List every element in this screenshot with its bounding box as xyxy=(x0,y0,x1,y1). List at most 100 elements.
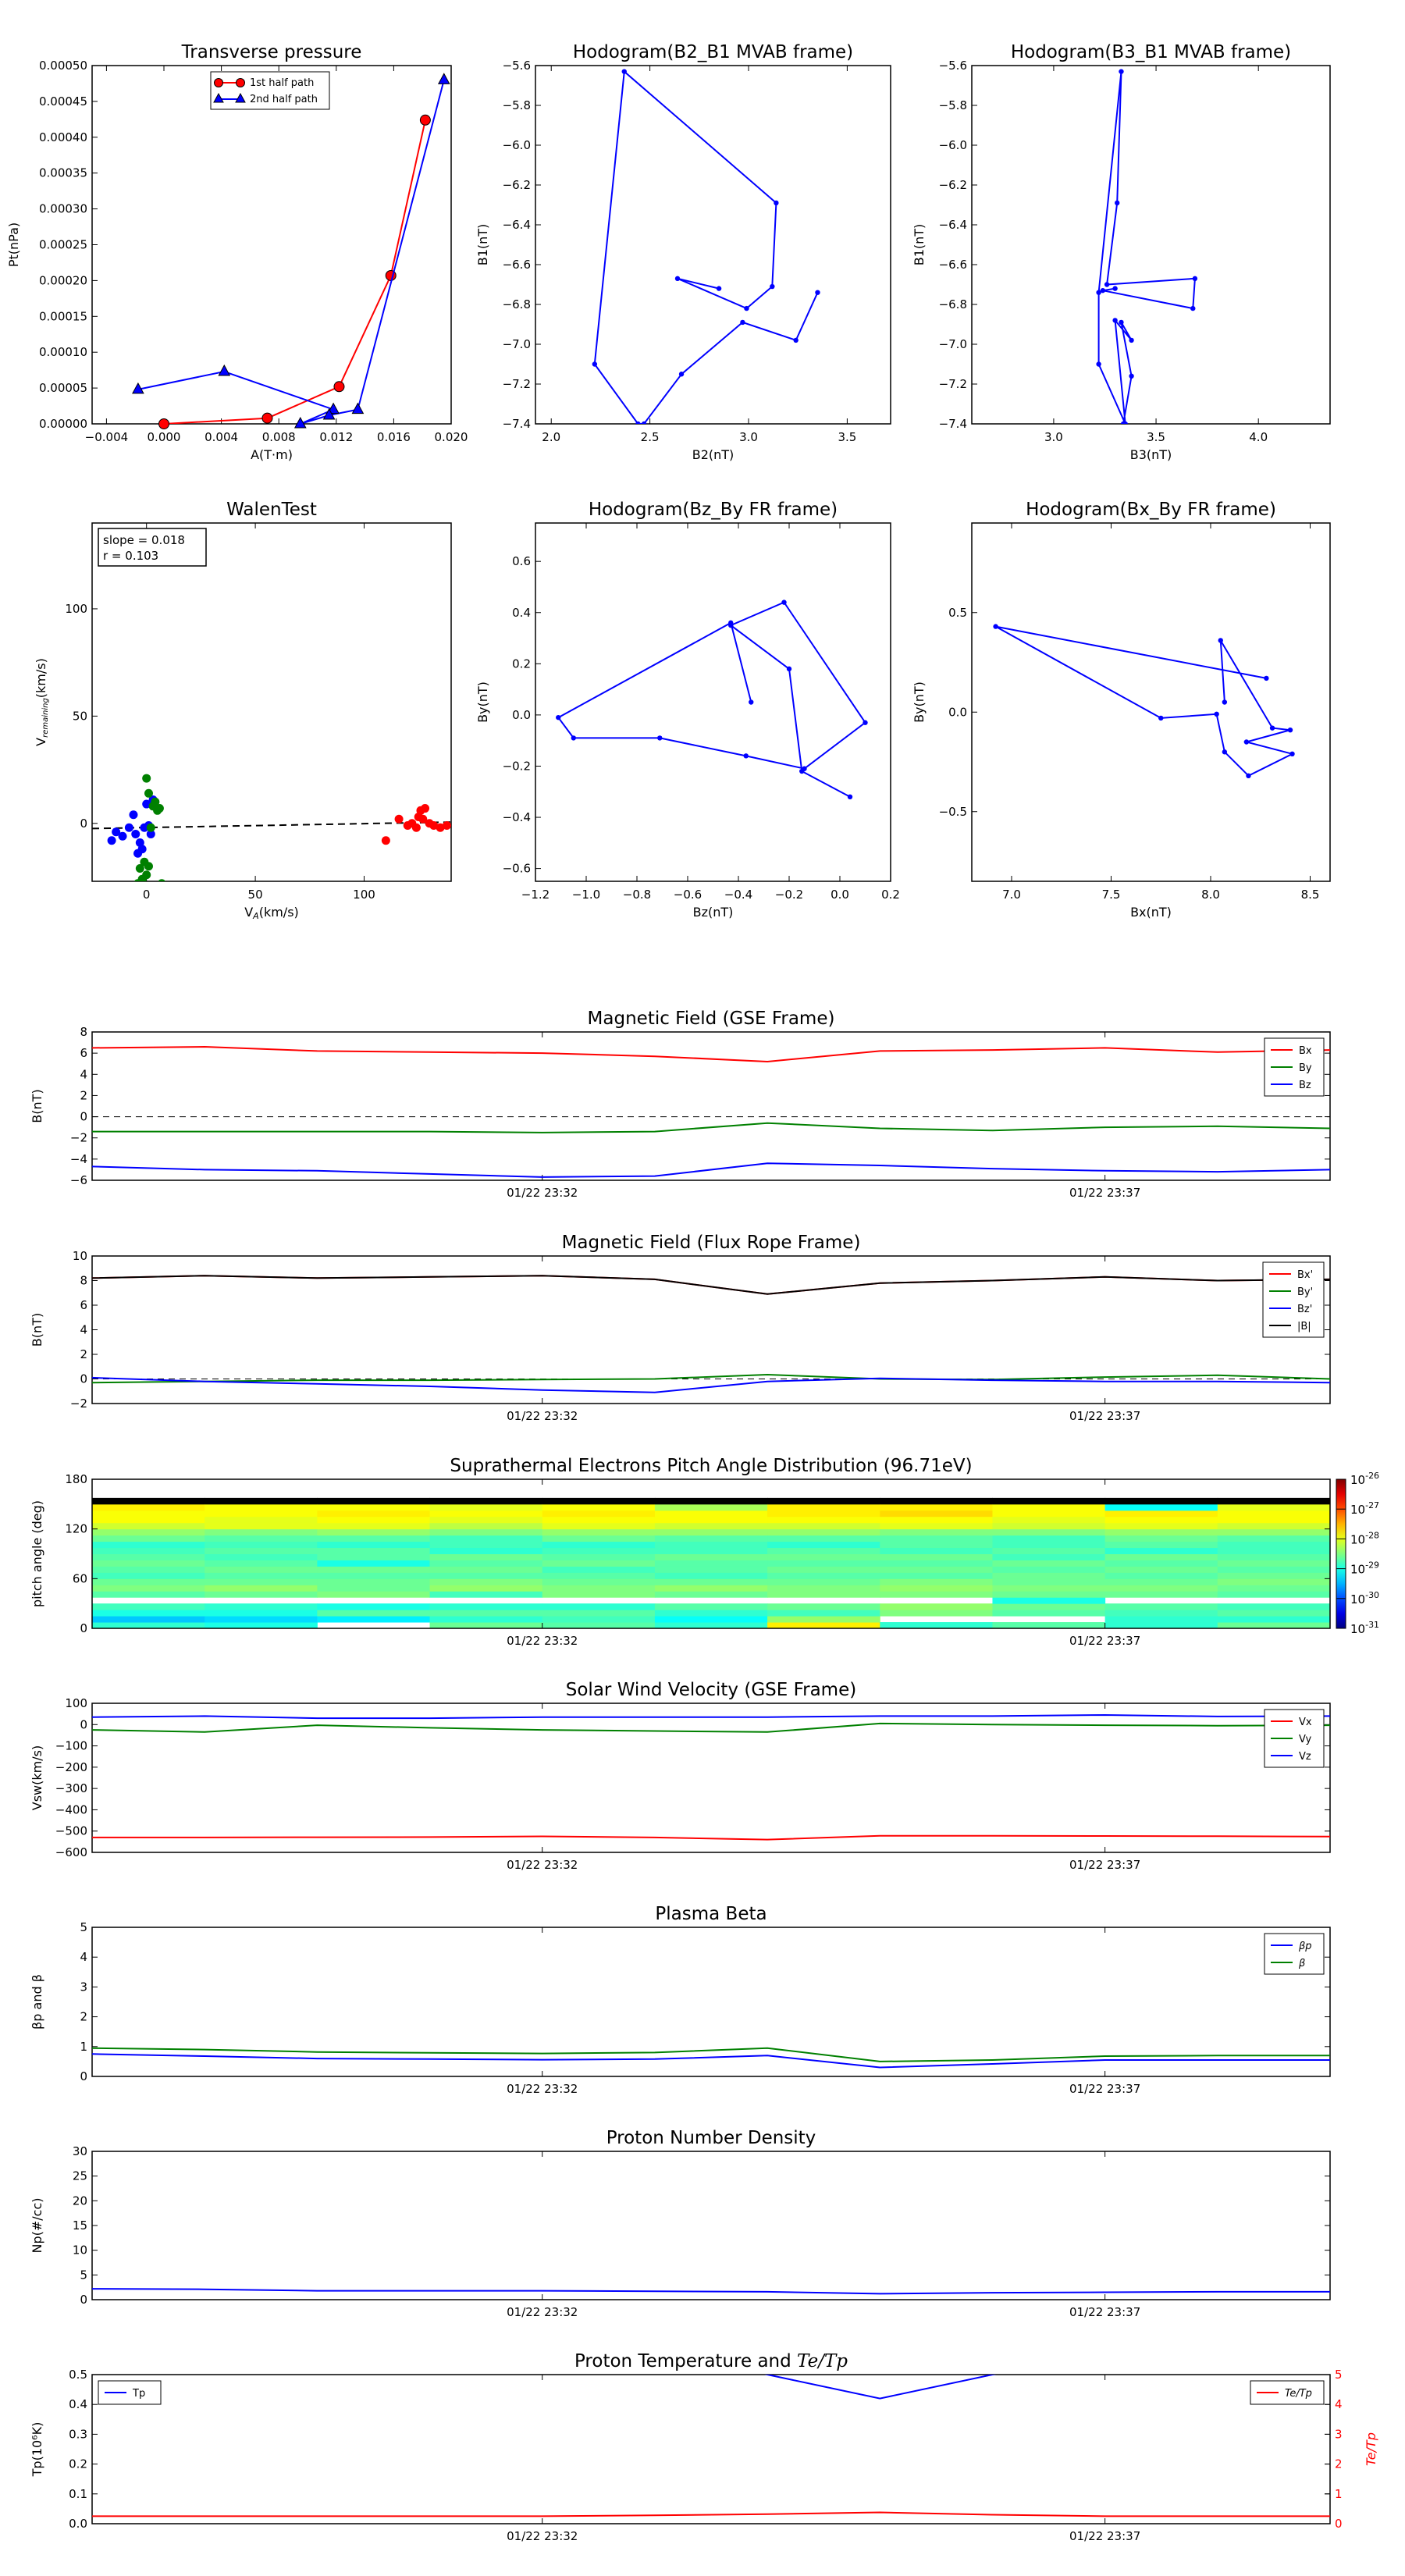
data-point xyxy=(261,412,273,424)
heatmap-cell xyxy=(317,1560,431,1567)
data-point xyxy=(774,200,779,206)
series-line-1 xyxy=(92,2511,1330,2517)
heatmap-cell xyxy=(767,1591,880,1598)
y-tick-label: 4 xyxy=(80,1950,87,1964)
data-point xyxy=(394,814,404,824)
x-tick-label: 01/22 23:37 xyxy=(1069,2305,1140,2319)
heatmap-cell xyxy=(1104,1572,1218,1579)
data-point xyxy=(146,823,155,832)
data-point xyxy=(436,823,445,832)
heatmap-cell xyxy=(1217,1497,1331,1505)
data-point xyxy=(351,402,365,415)
x-tick-label: 0.016 xyxy=(377,430,411,444)
y-tick-label: 0.00025 xyxy=(39,238,87,252)
y-axis-label: Tp(10⁶K) xyxy=(30,2422,44,2478)
heatmap-cell xyxy=(205,1616,318,1623)
series-line-0 xyxy=(92,1045,1330,1063)
heatmap-cell xyxy=(992,1541,1106,1549)
x-tick-label: 7.5 xyxy=(1102,888,1121,902)
heatmap-cell xyxy=(429,1547,543,1554)
y-axis-label: B1(nT) xyxy=(912,224,927,266)
y-right-tick-label: 0 xyxy=(1335,2517,1343,2531)
plot-frame xyxy=(91,2151,1331,2300)
data-point xyxy=(571,735,576,741)
plot-frame xyxy=(91,1927,1331,2077)
data-point xyxy=(1287,728,1293,733)
heatmap-cell xyxy=(767,1510,880,1517)
heatmap-cell xyxy=(767,1553,880,1560)
x-tick-label: 4.0 xyxy=(1249,430,1268,444)
heatmap-cell xyxy=(542,1547,656,1554)
y-tick-label: −300 xyxy=(55,1781,87,1795)
x-tick-label: 0.0 xyxy=(831,888,849,902)
heatmap-cell xyxy=(654,1522,768,1530)
data-point xyxy=(592,361,598,367)
data-point xyxy=(743,753,749,759)
y-axis-label: By(nT) xyxy=(475,681,490,723)
y-right-tick-label: 5 xyxy=(1335,2368,1343,2382)
data-point xyxy=(158,879,165,881)
heatmap-cell xyxy=(92,1585,205,1592)
data-point xyxy=(419,114,431,126)
heatmap-cell xyxy=(205,1510,318,1517)
chart-title: Magnetic Field (Flux Rope Frame) xyxy=(562,1233,861,1253)
heatmap-cell xyxy=(317,1547,431,1554)
data-point xyxy=(129,810,138,820)
data-point xyxy=(155,804,164,813)
data-point xyxy=(716,286,722,291)
chart-title-math: Te/Tp xyxy=(797,2351,848,2371)
data-point xyxy=(421,804,430,813)
chart-mfgse: Magnetic Field (GSE Frame) −6 −4 −2 0 2 4 6 8 01/… xyxy=(30,1009,1331,1200)
heatmap-cell xyxy=(654,1516,768,1524)
y-tick-label: −6 xyxy=(70,1173,87,1187)
heatmap-cell xyxy=(92,1535,205,1542)
heatmap-cell xyxy=(880,1553,993,1560)
legend-label: Bz xyxy=(1299,1080,1311,1091)
heatmap-cell xyxy=(992,1522,1106,1530)
chart-h3: Hodogram(Bz_By FR frame) 0.6 0.4 0.2 0.0 −0.2… xyxy=(475,500,900,920)
x-tick-label: 01/22 23:32 xyxy=(507,1634,578,1648)
data-point xyxy=(218,364,231,376)
heatmap-cell xyxy=(767,1541,880,1549)
heatmap-cell xyxy=(880,1547,993,1554)
heatmap-cell xyxy=(880,1585,993,1592)
heatmap-cell xyxy=(92,1566,205,1573)
y-tick-label: 120 xyxy=(65,1522,87,1536)
heatmap-cell xyxy=(1217,1566,1331,1573)
x-axis-label: Bz(nT) xyxy=(693,905,734,920)
heatmap-cell xyxy=(1217,1616,1331,1623)
heatmap-cell xyxy=(992,1516,1106,1524)
heatmap-cell xyxy=(542,1553,656,1560)
data-point xyxy=(1264,675,1269,681)
data-point xyxy=(137,877,147,881)
heatmap-cell xyxy=(992,1503,1106,1511)
legend-marker xyxy=(236,78,245,87)
heatmap-cell xyxy=(1217,1610,1331,1617)
chart-title: Plasma Beta xyxy=(655,1904,767,1924)
legend-label: 1st half path xyxy=(250,77,314,89)
x-axis-label: B2(nT) xyxy=(692,447,735,462)
colorbar-label-base: 10 xyxy=(1350,1563,1365,1577)
heatmap-cell xyxy=(654,1616,768,1623)
heatmap-cell xyxy=(542,1528,656,1536)
y-tick-label: 30 xyxy=(73,2144,87,2158)
heatmap-cell xyxy=(654,1572,768,1579)
y-tick-label: 0.00050 xyxy=(39,59,87,73)
heatmap-cell xyxy=(205,1528,318,1536)
chart-title: Proton Temperature and Te/Tp xyxy=(574,2351,848,2371)
data-point xyxy=(793,337,799,343)
heatmap-cell xyxy=(542,1622,656,1629)
heatmap-cell xyxy=(92,1603,205,1610)
y-tick-label: 20 xyxy=(73,2194,87,2208)
y-tick-label: 0.00045 xyxy=(39,94,87,109)
heatmap-cell xyxy=(1217,1547,1331,1554)
y-tick-label: −7.2 xyxy=(503,377,531,391)
data-point xyxy=(847,794,853,800)
heatmap-cell xyxy=(1217,1603,1331,1610)
x-tick-label: 50 xyxy=(248,888,263,902)
heatmap-cell xyxy=(767,1560,880,1567)
heatmap-cell xyxy=(992,1535,1106,1542)
heatmap-cell xyxy=(429,1497,543,1505)
heatmap-cell xyxy=(205,1522,318,1530)
heatmap-cell xyxy=(880,1522,993,1530)
